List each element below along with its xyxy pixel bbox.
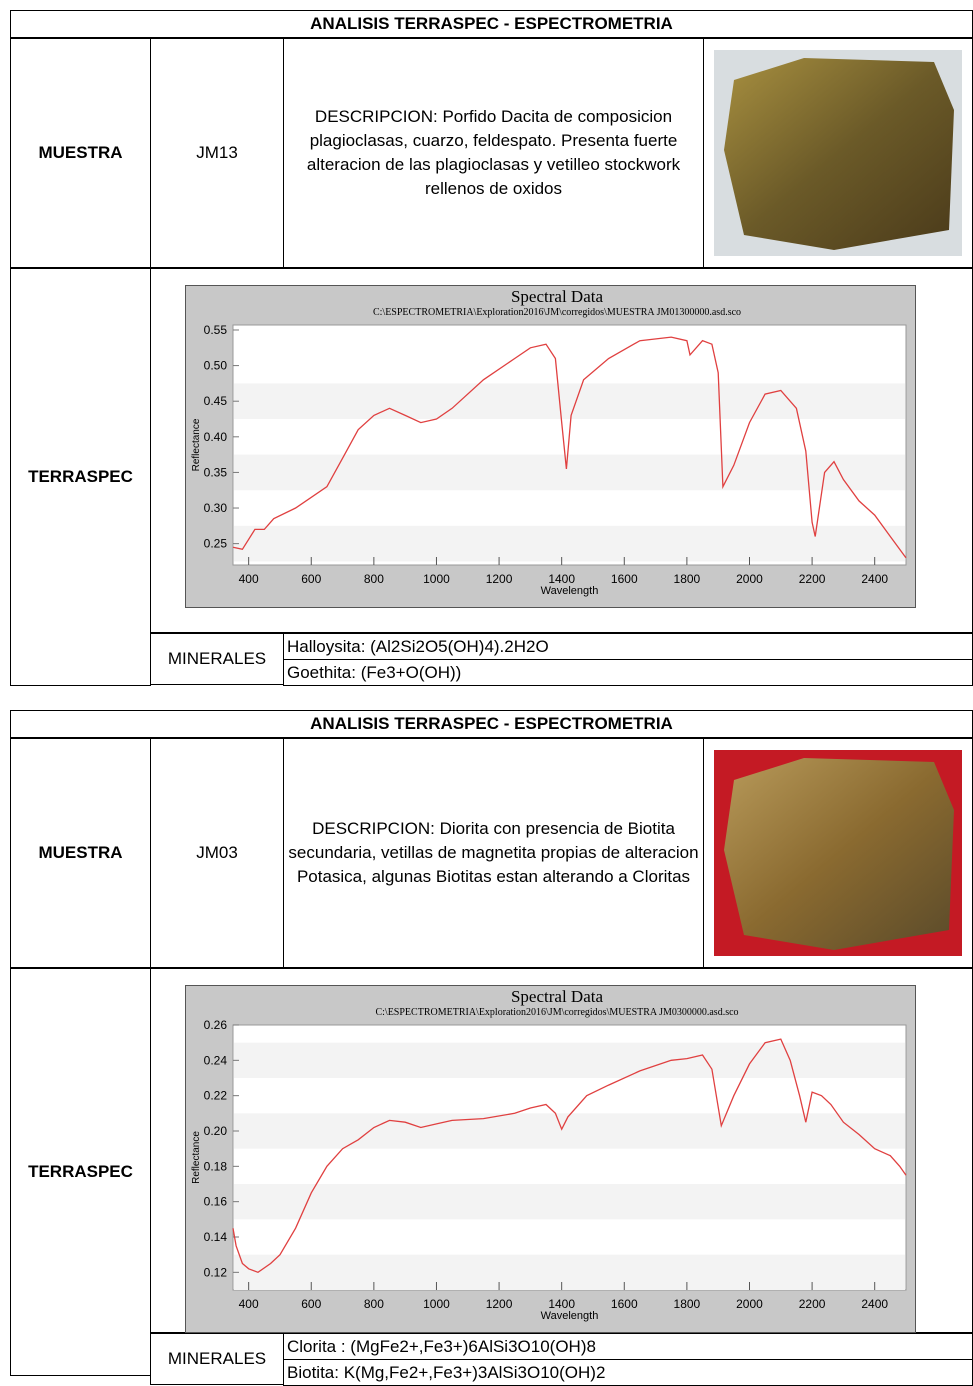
y-tick-label: 0.12 <box>204 1265 228 1279</box>
y-tick-label: 0.25 <box>204 537 228 551</box>
y-tick-label: 0.45 <box>204 394 228 408</box>
terraspec-label: TERRASPEC <box>10 968 151 1376</box>
grid-band <box>234 1184 905 1220</box>
x-tick-label: 1200 <box>486 1297 513 1311</box>
y-tick-label: 0.14 <box>204 1230 228 1244</box>
x-tick-label: 2400 <box>861 1297 888 1311</box>
description: DESCRIPCION: Diorita con presencia de Bi… <box>283 738 704 968</box>
muestra-label: MUESTRA <box>10 38 151 268</box>
spectrum-line <box>232 336 907 559</box>
photo-cell <box>703 38 973 268</box>
x-tick-label: 400 <box>239 1297 259 1311</box>
x-tick-label: 1600 <box>611 572 638 586</box>
y-tick-label: 0.22 <box>204 1089 228 1103</box>
y-tick-label: 0.40 <box>204 430 228 444</box>
x-tick-label: 2000 <box>736 572 763 586</box>
y-tick-label: 0.20 <box>204 1124 228 1138</box>
mineral: Clorita : (MgFe2+,Fe3+)6AlSi3O10(OH)8 <box>283 1333 973 1360</box>
grid-band <box>234 1113 905 1149</box>
chart-subtitle: C:\ESPECTROMETRIA\Exploration2016\JM\cor… <box>373 307 741 318</box>
header: ANALISIS TERRASPEC - ESPECTROMETRIA <box>10 10 973 38</box>
plot-area <box>232 324 907 566</box>
x-tick-label: 800 <box>364 572 384 586</box>
muestra-label: MUESTRA <box>10 738 151 968</box>
minerales-label: MINERALES <box>150 633 284 685</box>
x-tick-label: 2200 <box>799 572 826 586</box>
mineral: Goethita: (Fe3+O(OH)) <box>283 659 973 686</box>
header: ANALISIS TERRASPEC - ESPECTROMETRIA <box>10 710 973 738</box>
sample-photo <box>714 50 962 256</box>
spectrum-line <box>232 1038 907 1274</box>
grid-band <box>234 383 905 420</box>
mineral: Biotita: K(Mg,Fe2+,Fe3+)3AlSi3O10(OH)2 <box>283 1359 973 1386</box>
y-tick-label: 0.35 <box>204 465 228 479</box>
y-tick-label: 0.55 <box>204 323 228 337</box>
grid-band <box>234 454 905 491</box>
x-tick-label: 1400 <box>548 1297 575 1311</box>
y-tick-label: 0.16 <box>204 1195 228 1209</box>
x-tick-label: 400 <box>239 572 259 586</box>
spectral-chart: Spectral DataC:\ESPECTROMETRIA\Explorati… <box>185 985 916 1333</box>
x-tick-label: 1400 <box>548 572 575 586</box>
x-tick-label: 600 <box>301 572 321 586</box>
chart-subtitle: C:\ESPECTROMETRIA\Exploration2016\JM\cor… <box>375 1007 738 1018</box>
y-tick-label: 0.24 <box>204 1053 228 1067</box>
x-tick-label: 600 <box>301 1297 321 1311</box>
sample-id: JM13 <box>150 38 284 268</box>
sample-id: JM03 <box>150 738 284 968</box>
x-tick-label: 2200 <box>799 1297 826 1311</box>
x-tick-label: 1200 <box>486 572 513 586</box>
x-tick-label: 1800 <box>674 1297 701 1311</box>
photo-cell <box>703 738 973 968</box>
grid-band <box>234 1254 905 1290</box>
x-tick-label: 1000 <box>423 1297 450 1311</box>
x-axis-label: Wavelength <box>541 585 599 597</box>
y-tick-label: 0.30 <box>204 501 228 515</box>
y-axis-label: Reflectance <box>191 418 202 471</box>
grid-band <box>234 1042 905 1078</box>
y-tick-label: 0.18 <box>204 1159 228 1173</box>
terraspec-label: TERRASPEC <box>10 268 151 686</box>
mineral: Halloysita: (Al2Si2O5(OH)4).2H2O <box>283 633 973 660</box>
x-tick-label: 2400 <box>861 572 888 586</box>
x-tick-label: 1600 <box>611 1297 638 1311</box>
chart-title: Spectral Data <box>511 987 603 1006</box>
x-tick-label: 800 <box>364 1297 384 1311</box>
x-tick-label: 1800 <box>674 572 701 586</box>
x-tick-label: 2000 <box>736 1297 763 1311</box>
y-tick-label: 0.26 <box>204 1018 228 1032</box>
x-tick-label: 1000 <box>423 572 450 586</box>
minerales-label: MINERALES <box>150 1333 284 1385</box>
y-axis-label: Reflectance <box>191 1131 202 1184</box>
chart-title: Spectral Data <box>511 287 603 306</box>
sample-photo <box>714 750 962 956</box>
grid-band <box>234 525 905 562</box>
spectral-chart: Spectral DataC:\ESPECTROMETRIA\Explorati… <box>185 285 916 608</box>
x-axis-label: Wavelength <box>541 1310 599 1322</box>
y-tick-label: 0.50 <box>204 359 228 373</box>
description: DESCRIPCION: Porfido Dacita de composici… <box>283 38 704 268</box>
